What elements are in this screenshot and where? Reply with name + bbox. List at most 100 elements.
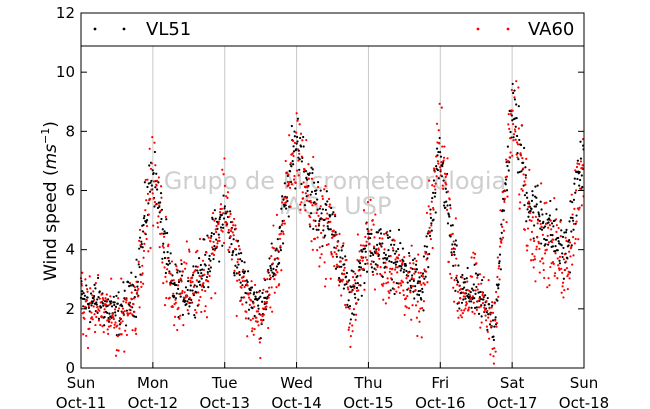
- point-va60: [87, 304, 90, 308]
- point-va60: [468, 294, 471, 297]
- point-vl51: [188, 305, 191, 308]
- point-vl51: [477, 273, 480, 276]
- point-va60: [472, 301, 475, 304]
- point-vl51: [283, 182, 286, 185]
- point-vl51: [255, 291, 258, 294]
- point-va60: [442, 159, 445, 162]
- point-va60: [563, 253, 566, 256]
- point-vl51: [368, 232, 371, 236]
- point-va60: [441, 145, 444, 148]
- point-va60: [379, 272, 382, 276]
- watermark-line-1: Grupo de Micrometeorologia: [164, 167, 506, 195]
- point-vl51: [550, 222, 554, 225]
- point-va60: [416, 300, 419, 303]
- point-va60: [130, 291, 133, 294]
- point-va60: [241, 279, 244, 283]
- y-tick-label: 0: [65, 359, 75, 377]
- point-vl51: [280, 207, 283, 210]
- point-va60: [149, 197, 152, 201]
- point-va60: [128, 282, 132, 285]
- point-va60: [557, 264, 560, 267]
- point-va60: [554, 218, 558, 221]
- point-vl51: [235, 272, 238, 275]
- point-vl51: [93, 294, 96, 298]
- point-va60: [389, 267, 392, 270]
- point-vl51: [305, 176, 308, 180]
- point-va60: [132, 302, 135, 306]
- point-va60: [259, 356, 262, 360]
- point-va60: [89, 287, 92, 290]
- point-vl51: [133, 315, 136, 318]
- point-vl51: [311, 168, 314, 171]
- point-va60: [520, 124, 523, 127]
- point-vl51: [93, 283, 96, 286]
- point-vl51: [106, 304, 109, 307]
- point-va60: [156, 221, 159, 224]
- point-vl51: [323, 234, 327, 237]
- point-vl51: [296, 117, 300, 120]
- point-va60: [428, 230, 432, 233]
- point-va60: [320, 253, 323, 256]
- point-vl51: [222, 194, 225, 197]
- point-va60: [396, 266, 399, 269]
- point-va60: [165, 296, 168, 300]
- point-vl51: [232, 271, 236, 275]
- point-vl51: [540, 228, 544, 231]
- point-va60: [416, 334, 419, 338]
- point-va60: [376, 272, 379, 275]
- point-vl51: [486, 328, 489, 331]
- point-va60: [268, 274, 272, 277]
- point-va60: [432, 206, 435, 210]
- point-va60: [533, 255, 536, 258]
- point-va60: [353, 279, 356, 282]
- point-vl51: [179, 295, 182, 298]
- point-vl51: [189, 289, 192, 292]
- point-vl51: [416, 293, 419, 296]
- point-va60: [491, 311, 495, 314]
- point-vl51: [376, 243, 379, 246]
- point-vl51: [534, 185, 537, 188]
- point-va60: [214, 228, 217, 231]
- point-va60: [516, 143, 520, 146]
- point-va60: [480, 290, 484, 294]
- point-vl51: [500, 231, 503, 234]
- point-va60: [329, 220, 332, 223]
- point-va60: [212, 240, 215, 244]
- point-va60: [389, 254, 392, 258]
- point-vl51: [296, 140, 299, 143]
- point-va60: [90, 311, 93, 314]
- point-vl51: [319, 189, 322, 192]
- point-va60: [461, 311, 464, 315]
- point-vl51: [484, 294, 487, 297]
- point-vl51: [394, 263, 398, 266]
- point-vl51: [542, 220, 545, 223]
- point-va60: [505, 175, 509, 178]
- point-va60: [501, 225, 504, 228]
- point-va60: [231, 231, 234, 234]
- point-va60: [434, 188, 437, 191]
- point-vl51: [315, 228, 318, 231]
- point-va60: [251, 317, 254, 320]
- point-va60: [243, 285, 246, 289]
- point-va60: [443, 145, 446, 148]
- point-vl51: [526, 208, 529, 211]
- point-vl51: [275, 265, 279, 268]
- point-va60: [556, 257, 559, 260]
- point-va60: [95, 310, 98, 313]
- point-va60: [93, 330, 97, 334]
- point-vl51: [318, 207, 321, 210]
- point-va60: [452, 286, 455, 289]
- point-va60: [425, 270, 428, 273]
- point-vl51: [239, 281, 242, 284]
- point-va60: [114, 308, 117, 311]
- point-vl51: [291, 160, 294, 163]
- x-tick-label-day: Mon: [137, 374, 169, 392]
- point-va60: [517, 127, 520, 130]
- point-vl51: [574, 222, 577, 225]
- point-va60: [411, 284, 415, 288]
- point-vl51: [184, 286, 188, 289]
- point-vl51: [326, 200, 329, 203]
- point-va60: [175, 264, 178, 268]
- point-vl51: [331, 213, 334, 216]
- point-va60: [379, 244, 383, 247]
